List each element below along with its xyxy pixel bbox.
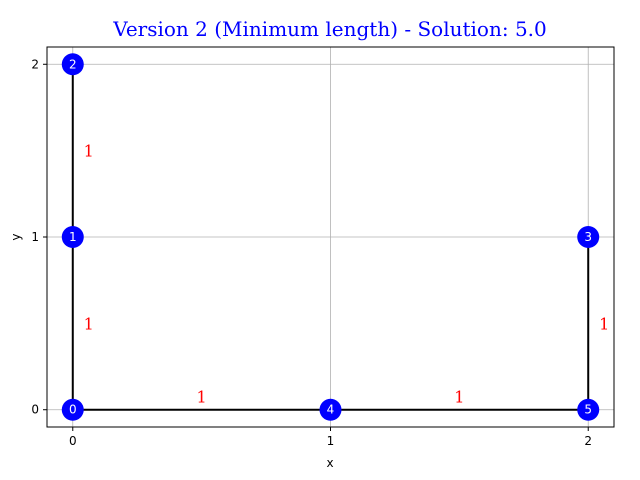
node-0: 0: [61, 398, 84, 421]
edge-weight-label: 1: [84, 142, 94, 161]
node-2: 2: [61, 53, 84, 76]
node-marker: [577, 398, 600, 421]
edge-weight-label: 1: [454, 388, 464, 407]
node-marker: [61, 226, 84, 248]
node-marker: [319, 398, 342, 421]
y-tick-label: 0: [31, 403, 39, 417]
node-5: 5: [577, 398, 600, 421]
edge-weight-label: 1: [599, 314, 609, 333]
x-tick-label: 1: [327, 434, 335, 448]
node-marker: [61, 53, 84, 76]
x-axis-label: x: [326, 456, 333, 470]
node-label: 4: [327, 403, 335, 417]
node-marker: [577, 226, 600, 248]
edge-weight-label: 1: [197, 388, 207, 407]
node-label: 5: [584, 403, 592, 417]
node-label: 3: [584, 230, 592, 244]
nodes: 0 1 2 3 4 5: [61, 53, 600, 421]
node-label: 1: [69, 230, 77, 244]
node-marker: [61, 398, 84, 421]
x-tick-label: 0: [69, 434, 77, 448]
edges: [71, 64, 590, 411]
x-tick-label: 2: [584, 434, 592, 448]
y-tick-label: 2: [31, 57, 39, 71]
chart-title: Version 2 (Minimum length) - Solution: 5…: [112, 17, 547, 41]
node-4: 4: [319, 398, 342, 421]
edge-weight-label: 1: [84, 314, 94, 333]
node-1: 1: [61, 226, 84, 248]
y-axis-label: y: [9, 233, 23, 240]
axis-ticks: 0 1 2 0 1 2: [31, 57, 592, 448]
edge-weight-labels: 1 1 1 1 1: [84, 142, 610, 407]
node-3: 3: [577, 226, 600, 248]
y-tick-label: 1: [31, 230, 39, 244]
node-label: 2: [69, 57, 77, 71]
node-label: 0: [69, 403, 77, 417]
